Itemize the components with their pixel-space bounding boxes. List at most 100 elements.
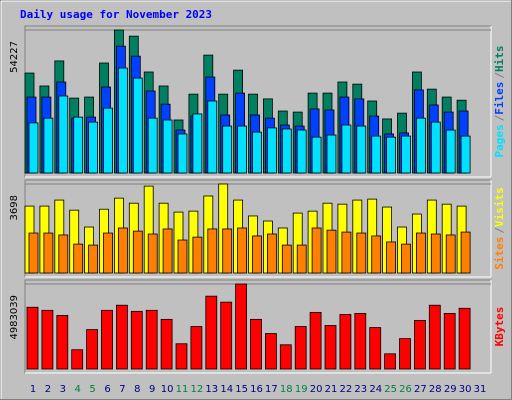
bar <box>28 122 39 174</box>
x-tick-label: 14 <box>220 384 233 395</box>
legend-separator: / <box>493 72 506 79</box>
bar <box>356 125 367 174</box>
bar <box>356 232 367 274</box>
bar <box>264 333 277 370</box>
x-tick-label: 23 <box>354 384 367 395</box>
bar <box>279 344 292 370</box>
bar <box>430 121 441 174</box>
x-tick-label: 25 <box>384 384 397 395</box>
bar <box>177 133 188 174</box>
x-tick-label: 11 <box>176 384 189 395</box>
bar <box>103 232 113 274</box>
bar <box>58 95 69 174</box>
bar <box>430 233 441 274</box>
bar <box>237 125 248 174</box>
bar <box>145 309 158 370</box>
bar <box>41 309 54 370</box>
bar <box>147 117 158 174</box>
bar <box>101 309 113 370</box>
legend: Sites /Visits <box>493 187 506 270</box>
legend-separator: / <box>493 227 506 234</box>
x-tick-label: 5 <box>89 384 95 395</box>
bar <box>116 304 128 370</box>
x-tick-label: 20 <box>310 384 323 395</box>
x-tick-label: 7 <box>119 384 125 395</box>
x-tick-label: 2 <box>45 384 51 395</box>
legend-entry: Hits <box>493 46 506 73</box>
bar <box>103 107 113 174</box>
bar <box>386 136 397 174</box>
bar <box>326 229 337 274</box>
x-tick-label: 18 <box>280 384 293 395</box>
bar <box>445 129 456 174</box>
bar <box>281 244 292 274</box>
x-tick-label: 15 <box>235 384 248 395</box>
bar <box>460 135 471 174</box>
bar <box>384 353 397 370</box>
bar <box>399 338 411 370</box>
bar <box>162 228 173 274</box>
bar <box>147 233 158 274</box>
x-tick-label: 30 <box>459 384 472 395</box>
x-tick-label: 4 <box>75 384 81 395</box>
bar <box>222 125 233 174</box>
legend: Pages/Files/Hits <box>493 46 506 158</box>
x-tick-label: 24 <box>369 384 382 395</box>
bar <box>386 241 397 274</box>
bar <box>237 227 248 274</box>
x-tick-label: 1 <box>30 384 36 395</box>
bar <box>296 244 307 274</box>
bar <box>88 121 98 174</box>
x-tick-label: 3 <box>60 384 66 395</box>
bar <box>252 235 262 274</box>
bar <box>130 310 143 370</box>
bar <box>56 315 69 370</box>
bar <box>401 135 411 174</box>
bar <box>28 232 39 274</box>
bar <box>43 232 54 274</box>
bar <box>118 227 128 274</box>
bar <box>326 134 337 174</box>
bar <box>71 349 84 370</box>
bar <box>294 326 307 370</box>
legend-entry: Pages <box>493 124 506 157</box>
y-tick-label: 3698 <box>9 195 20 220</box>
bar <box>162 119 173 174</box>
bar <box>205 295 218 370</box>
bar <box>177 239 188 274</box>
legend-separator: / <box>493 114 506 121</box>
bar <box>43 117 54 174</box>
bar <box>369 327 382 370</box>
bar <box>341 124 352 174</box>
bar <box>207 228 218 274</box>
bar <box>339 314 352 370</box>
bar <box>445 234 456 274</box>
bar <box>266 233 277 274</box>
x-tick-label: 6 <box>104 384 110 395</box>
bar <box>296 129 307 174</box>
bar <box>118 67 128 174</box>
legend-entry: Visits <box>493 187 506 227</box>
x-tick-label: 27 <box>414 384 427 395</box>
bar <box>58 234 69 274</box>
bar <box>309 311 322 370</box>
x-tick-label: 31 <box>474 384 487 395</box>
bar <box>324 325 337 370</box>
x-tick-label: 16 <box>250 384 263 395</box>
bar <box>73 243 84 274</box>
bar <box>371 135 382 174</box>
bar <box>266 127 277 174</box>
bar <box>132 230 143 274</box>
legend-entry: Sites <box>493 237 506 270</box>
x-tick-label: 29 <box>444 384 457 395</box>
legend: KBytes <box>493 307 506 347</box>
bar <box>311 136 322 174</box>
bar <box>175 343 188 370</box>
bar <box>443 312 456 370</box>
bar <box>252 131 262 174</box>
bar <box>250 318 262 370</box>
bar <box>26 306 39 370</box>
chart-title: Daily usage for November 2023 <box>20 8 212 21</box>
bar <box>401 243 411 274</box>
x-tick-label: 21 <box>325 384 338 395</box>
